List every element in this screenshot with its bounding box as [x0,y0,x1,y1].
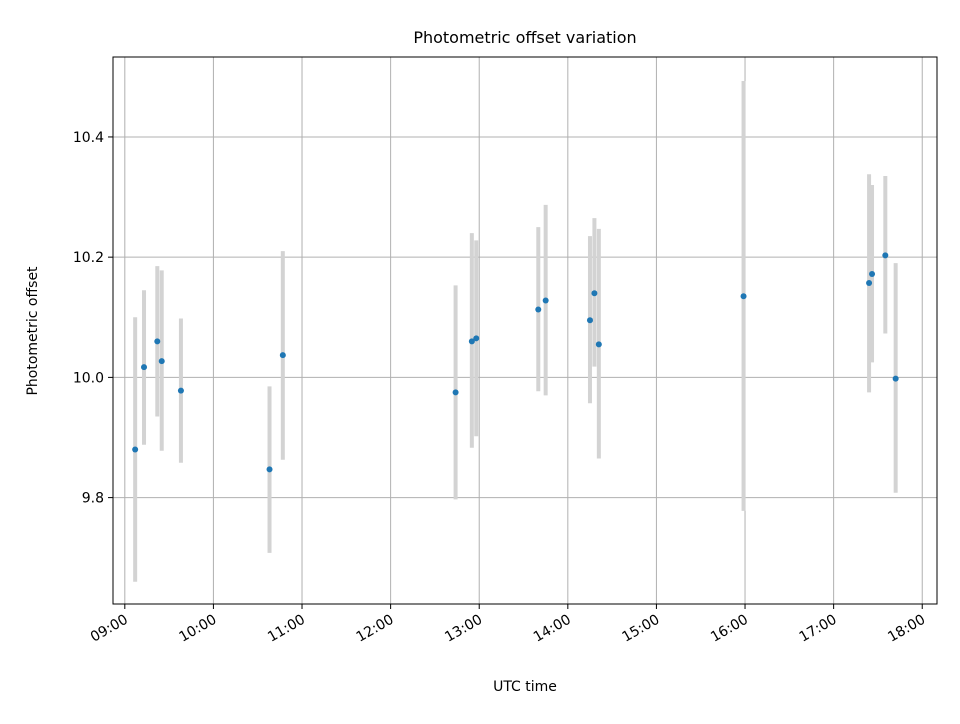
data-point [892,375,899,382]
data-point [595,341,602,348]
data-point [866,280,873,287]
data-point [586,317,593,324]
data-point [542,297,549,304]
data-point [591,290,598,297]
y-tick-label: 9.8 [82,491,104,507]
point-layer [132,252,899,473]
plot-area-frame [112,56,938,605]
data-point [266,466,273,473]
data-point [158,358,165,365]
data-point [279,352,286,359]
y-tick-label: 10.4 [73,130,104,146]
y-axis-label: Photometric offset [25,266,41,396]
data-point [740,293,747,300]
data-point [452,389,459,396]
data-point [468,338,475,345]
y-tick-label: 10.2 [73,250,104,266]
data-point [882,252,889,259]
y-tick-label: 10.0 [73,370,104,386]
data-point [154,338,161,345]
x-axis-label: UTC time [493,679,557,695]
data-point [177,387,184,394]
data-point [473,335,480,342]
data-point [141,364,148,371]
data-point [869,270,876,277]
data-point [535,306,542,313]
chart-title: Photometric offset variation [413,28,636,47]
data-point [132,446,139,453]
